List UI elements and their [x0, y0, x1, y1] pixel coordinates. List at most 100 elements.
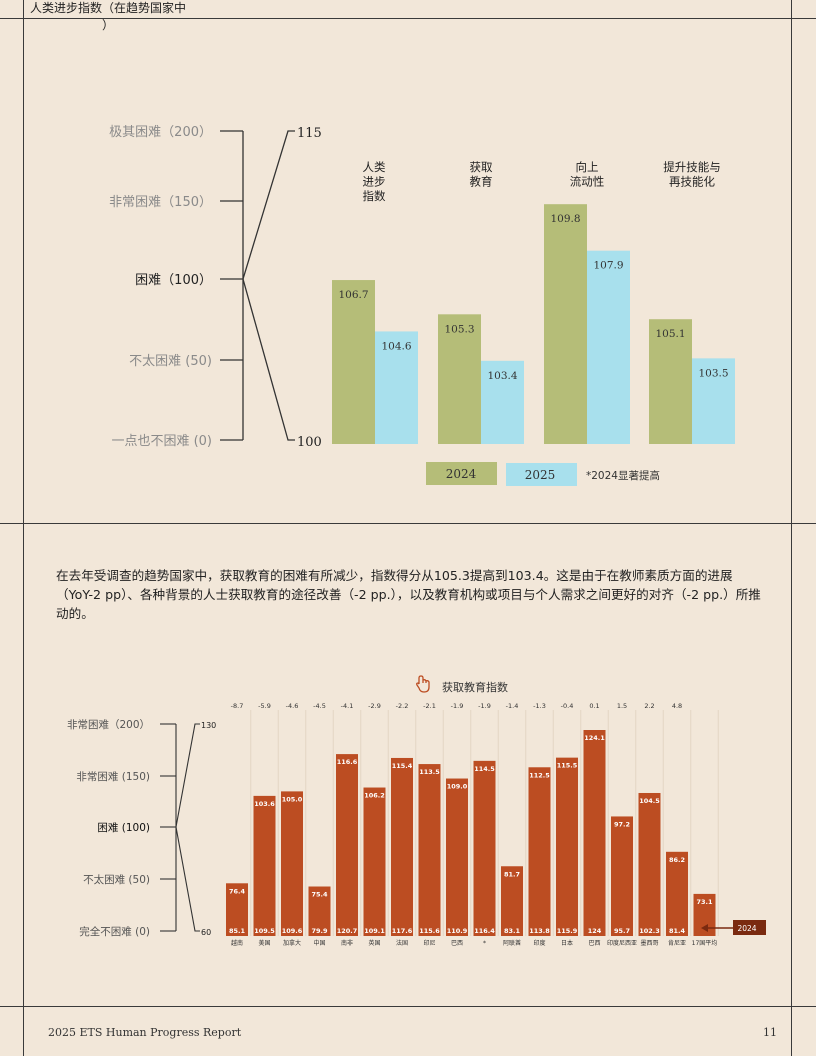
bar-value: 76.4	[229, 887, 246, 895]
country-label: 日本	[561, 939, 573, 947]
bar	[556, 757, 578, 936]
yoy-value: -2.2	[396, 702, 409, 710]
category-label: 向上	[576, 160, 599, 174]
country-label: 肯尼亚	[668, 939, 686, 947]
frame-top	[0, 18, 816, 19]
country-label: 越南	[231, 939, 243, 947]
bar	[336, 754, 358, 936]
bar-prev-value: 109.5	[254, 927, 275, 935]
country-label: 英国	[368, 939, 380, 947]
bar-prev-value: 109.1	[364, 927, 385, 935]
bar-prev-value: 83.1	[504, 927, 521, 935]
chart-1-title-line: 人类进步指数（在趋势国家中	[29, 1, 186, 15]
bar-prev-value: 116.4	[474, 927, 495, 935]
yoy-value: -4.5	[313, 702, 326, 710]
scale-label: 完全不困难 (0)	[79, 925, 150, 938]
country-label: 印尼	[423, 940, 435, 947]
chart-2: 非常困难（200） 非常困难 (150) 困难 (100) 不太困难 (50) 完全不困…	[67, 702, 766, 947]
bar-value: 86.2	[669, 856, 685, 864]
legend-label: 2024	[446, 467, 477, 481]
bar	[446, 778, 468, 936]
bar	[501, 866, 523, 936]
country-label: 美国	[258, 939, 270, 947]
marker-2024	[733, 920, 766, 935]
bar-prev-value: 115.9	[557, 927, 578, 935]
scale-label: 不太困难 (50)	[129, 354, 212, 369]
scale-label: 不太困难 (50)	[83, 873, 150, 886]
bar-value: 81.7	[504, 870, 520, 878]
bar-2024	[649, 319, 692, 444]
bar-value: 104.6	[381, 340, 411, 352]
bar-value: 107.9	[593, 260, 623, 272]
yoy-value: -1.9	[451, 702, 464, 710]
bar	[528, 767, 551, 936]
bar-value: 103.6	[254, 800, 275, 808]
category-label: 提升技能与	[663, 160, 721, 174]
bar-2024	[332, 280, 375, 444]
category-label: 人类	[363, 160, 386, 174]
chart-1-title: 人类进步指数（在趋势国家中 ）	[0, 0, 216, 34]
bar	[638, 792, 661, 936]
country-label: 南非	[341, 939, 353, 947]
bar	[666, 851, 688, 936]
yoy-value: -2.9	[368, 702, 381, 710]
bar-prev-value: 115.6	[419, 927, 440, 935]
yoy-value: 1.5	[617, 702, 627, 710]
bar-value: 104.5	[639, 797, 660, 805]
footnote: *2024显著提高	[586, 469, 660, 482]
bar	[693, 893, 716, 936]
bar-value: 106.7	[338, 289, 368, 301]
legend-swatch-2024	[426, 462, 497, 485]
axis-bottom-label: 60	[201, 928, 211, 937]
bar	[418, 764, 441, 936]
bar-value: 116.6	[337, 758, 358, 766]
scale-label: 困难 (100)	[97, 822, 150, 834]
bar-value: 114.5	[474, 765, 495, 773]
yoy-value: -5.9	[258, 702, 271, 710]
country-label: 巴西	[588, 940, 600, 947]
bar-prev-value: 102.3	[639, 927, 660, 935]
bar-prev-value: 110.9	[447, 927, 468, 935]
bar	[611, 816, 633, 936]
yoy-value: -1.9	[478, 702, 491, 710]
scale-label: 极其困难（200）	[109, 125, 212, 140]
bar-value: 105.1	[655, 328, 685, 340]
divider-2	[0, 1006, 816, 1007]
country-label: 中国	[313, 939, 325, 947]
country-label: 印度尼西亚	[607, 939, 637, 947]
chart-2-title: 获取教育指数	[442, 681, 508, 694]
yoy-value: 0.1	[589, 702, 599, 710]
bar-value: 109.0	[447, 783, 468, 791]
bar-value: 105.3	[444, 323, 474, 335]
footer-page-number: 11	[763, 1026, 777, 1039]
bar-value: 112.5	[529, 771, 550, 779]
bar-value: 109.8	[550, 213, 580, 225]
marker-label: 2024	[737, 924, 756, 933]
divider-1	[0, 523, 816, 524]
bar-2025	[481, 360, 524, 444]
yoy-value: -4.1	[341, 702, 354, 710]
scale-label: 非常困难（150）	[109, 195, 212, 210]
axis-top-label: 115	[297, 126, 322, 141]
frame-right	[791, 0, 792, 1056]
yoy-value: 4.8	[672, 702, 682, 710]
yoy-value: 2.2	[644, 702, 654, 710]
scale-label: 非常困难（200）	[67, 718, 150, 731]
bar-2024	[544, 204, 587, 444]
country-label: 阿联酋	[503, 939, 521, 947]
bar-value: 106.2	[364, 792, 385, 800]
axis-bottom-label: 100	[297, 435, 322, 450]
bar-prev-value: 113.8	[529, 927, 550, 935]
bar-value: 115.4	[392, 762, 413, 770]
yoy-value: -8.7	[231, 702, 244, 710]
category-label: 获取	[470, 160, 493, 174]
bar	[583, 730, 606, 936]
bar-prev-value: 95.7	[614, 927, 630, 935]
bar-prev-value: 117.6	[392, 927, 413, 935]
body-paragraph: 在去年受调查的趋势国家中，获取教育的困难有所减少，指数得分从105.3提高到10…	[56, 568, 761, 621]
chart-2-icon	[415, 675, 433, 693]
bar-value: 113.5	[419, 768, 440, 776]
bar	[226, 883, 248, 936]
axis-top-label: 130	[201, 721, 216, 730]
bar-prev-value: 79.9	[311, 927, 328, 935]
